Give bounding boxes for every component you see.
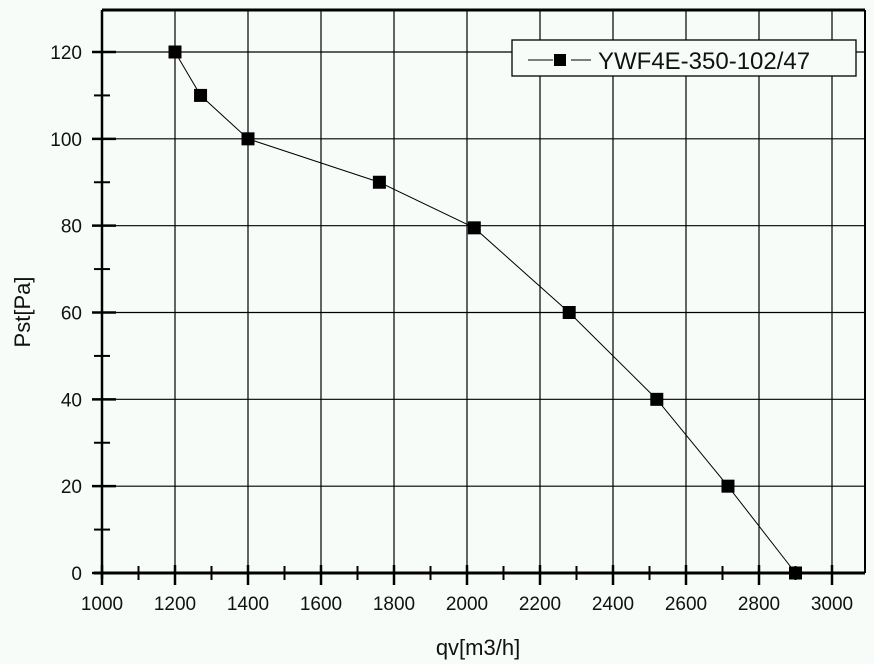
y-tick-label: 40: [61, 390, 82, 411]
x-tick-label: 1000: [81, 594, 123, 615]
x-tick-label: 2200: [519, 594, 561, 615]
data-point-square-marker: [562, 306, 576, 319]
x-axis-title: qv[m3/h]: [436, 635, 520, 660]
legend-square-marker-icon: [554, 54, 566, 66]
plot-frame: [94, 8, 866, 579]
data-point-square-marker: [721, 479, 735, 493]
x-tick-label: 3000: [811, 594, 853, 615]
y-tick-label: 120: [50, 43, 82, 64]
x-tick-label: 1200: [154, 594, 196, 615]
y-axis-title: Pst[Pa]: [10, 277, 35, 348]
y-axis: 0 20 40 60 80 100 120: [50, 43, 116, 585]
x-tick-label: 1600: [300, 594, 342, 615]
data-point-square-marker: [372, 175, 386, 189]
data-point-square-marker: [168, 45, 182, 59]
y-tick-label: 60: [61, 304, 82, 325]
x-axis: 1000 1200 1400 1600 1800 2000 2200 2400 2600 2800…: [81, 565, 853, 615]
data-point-square-marker: [789, 566, 802, 580]
data-point-square-marker: [241, 132, 255, 146]
data-point-square-marker: [650, 392, 664, 406]
x-tick-label: 2800: [738, 594, 780, 615]
series-line: [168, 45, 802, 580]
x-tick-label: 1400: [227, 594, 269, 615]
legend: YWF4E-350-102/47: [511, 39, 857, 77]
x-tick-label: 1800: [373, 594, 415, 615]
grid-lines: [102, 10, 865, 573]
legend-box: [511, 39, 857, 77]
legend-label: YWF4E-350-102/47: [598, 48, 810, 75]
y-tick-label: 80: [61, 217, 82, 238]
x-tick-label: 2600: [665, 594, 707, 615]
data-point-square-marker: [467, 221, 481, 235]
x-tick-label: 2400: [592, 594, 634, 615]
y-tick-label: 20: [61, 477, 82, 498]
y-tick-label: 0: [71, 564, 82, 585]
data-point-square-marker: [194, 88, 208, 102]
x-tick-label: 2000: [446, 594, 488, 615]
y-tick-label: 100: [50, 130, 82, 151]
